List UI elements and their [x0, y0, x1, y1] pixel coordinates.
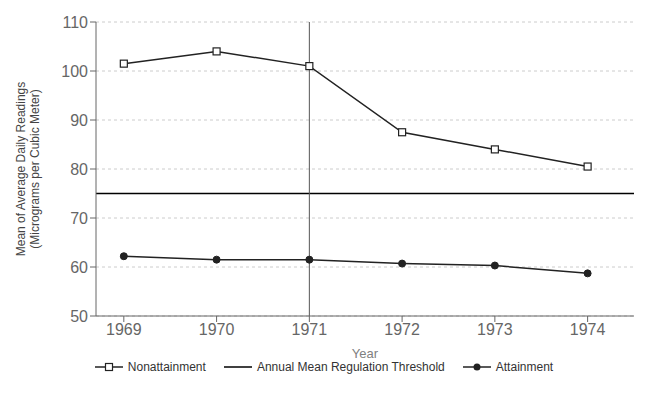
html-text:Annual Mean Regulation Thresho: Annual Mean Regulation Threshold — [256, 360, 445, 374]
svg-text:1969: 1969 — [106, 321, 142, 338]
svg-text:1970: 1970 — [199, 321, 235, 338]
svg-text:1971: 1971 — [292, 321, 328, 338]
svg-text:Mean of Average Daily Readings: Mean of Average Daily Readings(Microgram… — [14, 82, 42, 257]
svg-text:100: 100 — [61, 63, 88, 80]
svg-text:Year: Year — [352, 346, 379, 361]
svg-text:70: 70 — [70, 210, 88, 227]
svg-text:80: 80 — [70, 161, 88, 178]
svg-text:110: 110 — [62, 14, 88, 31]
html-text:Attainment: Attainment — [495, 360, 554, 374]
svg-text:1973: 1973 — [477, 321, 513, 338]
svg-text:60: 60 — [70, 259, 88, 276]
svg-text:1972: 1972 — [384, 321, 420, 338]
svg-text:90: 90 — [70, 112, 88, 129]
svg-text:1974: 1974 — [570, 321, 606, 338]
svg-text:50: 50 — [70, 308, 88, 325]
html-text:Nonattainment: Nonattainment — [127, 360, 206, 374]
